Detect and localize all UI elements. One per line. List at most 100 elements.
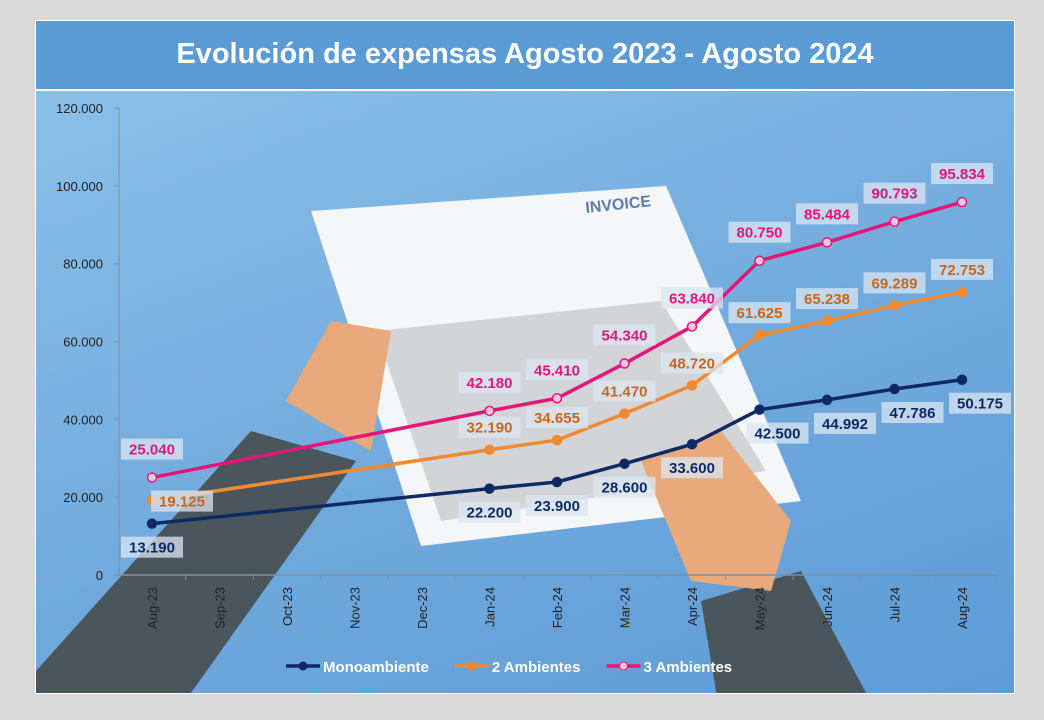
- data-point: [686, 321, 698, 332]
- data-point: [146, 518, 158, 529]
- x-tick-label: Sep-23: [213, 587, 228, 629]
- data-label-bg: [746, 422, 809, 444]
- data-point: [551, 434, 563, 446]
- data-label: 44.992: [822, 416, 868, 433]
- chart-title: Evolución de expensas Agosto 2023 - Agos…: [36, 21, 1014, 91]
- legend-label: 2 Ambientes: [492, 659, 581, 676]
- data-label: 90.793: [872, 186, 918, 203]
- data-label: 22.200: [467, 505, 513, 522]
- data-label: 34.655: [534, 410, 580, 427]
- y-tick-label: 40.000: [63, 412, 103, 427]
- data-label: 23.900: [534, 498, 580, 515]
- data-label-bg: [814, 412, 876, 434]
- data-point: [686, 438, 698, 450]
- data-point: [889, 300, 900, 311]
- data-label: 50.175: [957, 396, 1003, 413]
- data-point: [821, 237, 833, 248]
- legend-marker: [298, 661, 308, 671]
- data-label: 13.190: [129, 540, 175, 557]
- x-tick-label: Nov-23: [348, 587, 363, 629]
- data-label: 42.500: [755, 426, 801, 443]
- x-tick-label: Jan-24: [483, 587, 498, 627]
- data-label: 63.840: [669, 291, 715, 308]
- data-label-bg: [728, 302, 791, 324]
- data-label: 41.470: [602, 384, 648, 401]
- data-label-bg: [458, 501, 521, 523]
- data-label: 25.040: [129, 442, 175, 459]
- x-tick-label: Dec-23: [415, 587, 430, 629]
- data-label: 95.834: [939, 166, 986, 183]
- legend-marker: [618, 661, 628, 671]
- data-point: [754, 404, 765, 415]
- data-label: 54.340: [602, 328, 648, 345]
- data-point: [889, 216, 900, 227]
- legend-label: Monoambiente: [323, 659, 429, 676]
- data-point: [754, 329, 765, 341]
- data-label: 80.750: [737, 225, 783, 242]
- data-point: [956, 374, 968, 385]
- legend-label: 3 Ambientes: [643, 659, 732, 676]
- y-tick-label: 120.000: [56, 101, 103, 116]
- x-tick-label: Feb-24: [550, 587, 565, 628]
- y-tick-label: 60.000: [63, 335, 103, 350]
- invoice-heading: INVOICE: [585, 193, 653, 217]
- y-tick-label: 100.000: [56, 179, 103, 194]
- data-label: 45.410: [534, 362, 580, 379]
- data-label: 33.600: [669, 460, 715, 477]
- data-label: 48.720: [669, 355, 715, 372]
- left-hand: [286, 321, 391, 451]
- right-sleeve: [701, 571, 867, 693]
- y-tick-label: 0: [96, 568, 103, 583]
- data-label-bg: [526, 359, 588, 381]
- data-label-bg: [593, 324, 656, 346]
- data-label-bg: [526, 407, 588, 429]
- data-point: [956, 196, 968, 208]
- x-tick-label: Apr-24: [685, 587, 700, 626]
- y-tick-label: 80.000: [63, 257, 103, 272]
- data-label-bg: [526, 494, 588, 516]
- data-point: [889, 383, 900, 395]
- data-label-bg: [728, 221, 791, 243]
- data-label-bg: [458, 371, 521, 393]
- x-tick-label: Jul-24: [888, 587, 903, 622]
- data-label: 32.190: [467, 420, 513, 437]
- data-point: [551, 393, 563, 404]
- data-label: 61.625: [737, 305, 783, 322]
- data-label-bg: [796, 203, 858, 225]
- x-tick-label: Aug-24: [955, 587, 970, 629]
- data-point: [686, 380, 698, 391]
- data-point: [754, 255, 765, 266]
- data-point: [484, 405, 495, 417]
- line-chart: 0 20.000 40.000 60.000 80.000 100.000 120.000 A…: [56, 101, 1011, 676]
- left-sleeve: [36, 431, 356, 693]
- x-tick-label: Oct-23: [280, 587, 295, 626]
- data-label-bg: [863, 182, 926, 204]
- data-label: 19.125: [159, 494, 205, 511]
- x-tick-label: Aug-23: [145, 587, 160, 629]
- data-label-bg: [949, 392, 1011, 414]
- data-label: 85.484: [804, 206, 851, 223]
- data-point: [821, 315, 833, 327]
- data-point: [619, 358, 630, 369]
- legend-marker: [467, 661, 477, 671]
- data-point: [821, 394, 833, 406]
- data-label-bg: [458, 416, 521, 438]
- y-tick-label: 20.000: [63, 490, 103, 505]
- x-tick-label: Jun-24: [820, 587, 835, 627]
- data-label-bg: [661, 457, 723, 479]
- data-point: [551, 476, 563, 488]
- data-label-bg: [593, 380, 656, 402]
- data-label-bg: [796, 288, 858, 310]
- data-label-bg: [661, 352, 723, 374]
- data-label: 72.753: [939, 262, 985, 279]
- x-tick-label: Mar-24: [618, 587, 633, 628]
- data-label: 65.238: [804, 291, 850, 308]
- data-label: 42.180: [467, 375, 513, 392]
- data-label-bg: [931, 258, 993, 280]
- data-point: [619, 458, 630, 469]
- data-point: [484, 444, 495, 455]
- data-label-bg: [121, 536, 183, 558]
- data-label-bg: [593, 476, 656, 498]
- chart-panel: INVOICE Evolución de expensas Agosto 202…: [35, 20, 1015, 694]
- data-label: 28.600: [602, 480, 648, 497]
